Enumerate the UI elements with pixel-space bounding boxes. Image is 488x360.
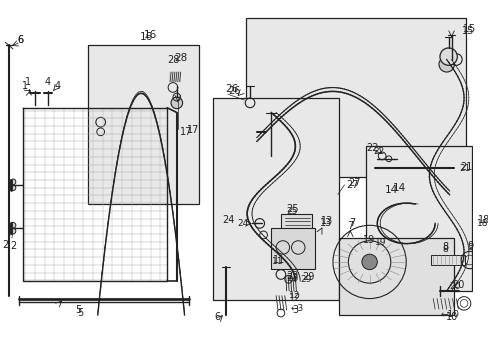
Text: 7: 7 [346,221,353,231]
Circle shape [438,57,453,72]
Text: 13: 13 [321,216,333,226]
Text: 29: 29 [300,275,311,284]
Text: 23: 23 [285,271,298,282]
Text: 15: 15 [462,24,475,34]
Text: 10: 10 [446,312,458,322]
Text: 17: 17 [186,125,199,135]
Text: 13: 13 [319,219,331,228]
Text: 20: 20 [448,283,460,292]
Text: 20: 20 [451,280,464,290]
Text: 6: 6 [18,35,24,45]
Text: 5: 5 [77,308,83,318]
Text: 11: 11 [272,257,283,266]
Text: 1: 1 [25,77,31,87]
Text: 17: 17 [180,127,192,137]
Circle shape [10,222,16,228]
Text: 4: 4 [44,77,51,87]
Text: 19: 19 [375,238,386,247]
Text: 25: 25 [285,204,298,214]
Text: 8: 8 [441,245,447,254]
Text: 9: 9 [466,243,472,252]
Text: 29: 29 [302,273,314,282]
Text: 22: 22 [366,143,379,153]
Text: 4: 4 [54,81,60,90]
Text: 5: 5 [75,305,81,315]
Bar [246,18,465,177]
Bar [88,45,199,204]
Circle shape [10,185,16,190]
Text: 21: 21 [458,164,469,173]
Text: ←10: ←10 [439,310,458,319]
Circle shape [171,97,182,109]
Circle shape [10,179,16,185]
Text: 24: 24 [222,216,234,225]
Text: 18: 18 [477,216,488,225]
Text: 27: 27 [346,180,358,190]
Text: 26: 26 [224,84,238,94]
Text: 23: 23 [285,273,298,283]
Text: 18: 18 [476,219,487,228]
Text: 21: 21 [459,162,471,171]
Circle shape [10,228,16,234]
Bar [213,98,338,301]
Text: 2: 2 [10,240,16,251]
Text: 24: 24 [236,219,247,228]
Text: 7: 7 [348,219,355,228]
Text: 11: 11 [272,255,284,265]
Text: 12: 12 [288,291,300,300]
Text: 3: 3 [292,305,298,315]
Text: 28: 28 [174,53,187,63]
Circle shape [439,48,456,65]
Bar [280,214,311,241]
Text: 12: 12 [288,293,301,303]
Text: 22: 22 [373,147,384,156]
Text: 14: 14 [385,185,398,195]
Text: 14: 14 [392,183,405,193]
Text: 27: 27 [347,178,360,188]
Text: 16: 16 [144,30,157,40]
Text: 25: 25 [286,207,298,216]
Text: 16: 16 [139,32,152,42]
Text: 2: 2 [2,234,13,249]
Text: 6: 6 [214,312,220,322]
Bar [365,146,471,291]
Text: 8: 8 [442,243,448,252]
Bar [338,238,453,315]
Text: 6: 6 [18,35,24,45]
Bar [271,228,314,269]
Bar [430,255,464,265]
Bar [401,276,448,298]
Text: 9: 9 [467,240,473,251]
Text: 26: 26 [227,86,240,96]
Text: ←3: ←3 [290,304,303,313]
Text: 1: 1 [22,81,28,90]
Text: 19: 19 [363,235,375,245]
Circle shape [361,254,377,270]
Text: 15: 15 [461,26,473,36]
Text: 28: 28 [166,54,179,64]
